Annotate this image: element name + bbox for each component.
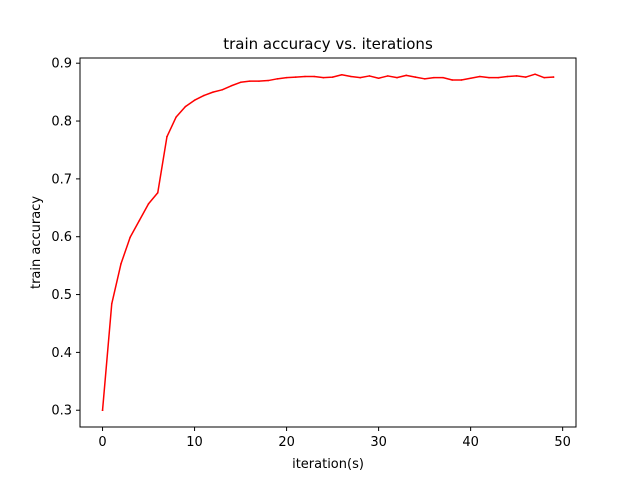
data-point: [202, 94, 205, 97]
data-point: [267, 79, 269, 82]
data-point: [525, 76, 527, 78]
data-point: [506, 75, 509, 78]
data-point: [212, 91, 214, 93]
y-tick-label: 0.5: [51, 288, 72, 303]
data-point: [451, 79, 454, 81]
x-tick-label: 20: [278, 435, 295, 450]
y-tick-label: 0.9: [51, 57, 72, 72]
data-point: [405, 74, 408, 77]
data-point: [193, 99, 196, 102]
data-point: [331, 76, 334, 78]
data-point: [423, 78, 426, 80]
data-point: [433, 76, 435, 79]
data-point: [184, 105, 187, 108]
data-point: [543, 76, 546, 79]
data-point: [414, 76, 417, 78]
data-point: [285, 76, 288, 79]
axes-layer: 0 10 20 30 40 50 0.3 0.4 0.5 0.6 0.7 0.8 0.9: [51, 57, 577, 450]
y-axis-label: train accuracy: [29, 196, 44, 289]
x-tick-label: 30: [370, 435, 387, 450]
data-point: [166, 135, 168, 138]
data-point: [156, 191, 159, 194]
data-point: [387, 75, 389, 77]
data-point: [552, 76, 555, 78]
x-tick-label: 0: [98, 435, 106, 450]
chart-title: train accuracy vs. iterations: [223, 35, 433, 53]
series-line: [101, 73, 555, 412]
data-point: [248, 80, 251, 82]
data-point: [221, 89, 223, 91]
y-tick-label: 0.8: [51, 115, 72, 130]
data-point: [304, 75, 306, 78]
y-tick-label: 0.6: [51, 230, 72, 245]
series-layer: [101, 73, 555, 412]
data-point: [138, 219, 141, 222]
data-point: [294, 76, 297, 78]
data-point: [313, 75, 316, 78]
data-point: [368, 75, 371, 77]
data-point: [460, 79, 463, 81]
data-point: [230, 84, 233, 87]
data-point: [147, 202, 150, 205]
data-point: [396, 76, 398, 79]
data-point: [322, 76, 325, 79]
x-tick-label: 10: [186, 435, 203, 450]
plot-area: [80, 58, 576, 427]
y-tick-label: 0.4: [51, 346, 72, 361]
data-point: [442, 76, 444, 79]
data-point: [175, 116, 177, 118]
data-point: [497, 76, 500, 79]
data-point: [488, 76, 490, 79]
y-tick-label: 0.3: [51, 404, 72, 419]
data-point: [258, 80, 260, 82]
x-tick-label: 50: [554, 435, 571, 450]
data-point: [377, 77, 380, 80]
data-point: [515, 75, 518, 77]
data-point: [341, 73, 343, 76]
data-point: [479, 75, 481, 78]
data-point: [534, 73, 536, 75]
data-point: [276, 78, 279, 80]
data-point: [359, 76, 362, 79]
data-point: [239, 81, 242, 84]
data-point: [469, 77, 472, 80]
data-point: [350, 75, 352, 78]
data-point: [101, 409, 104, 412]
y-tick-label: 0.7: [51, 172, 72, 187]
data-point: [129, 236, 131, 239]
x-axis-label: iteration(s): [292, 457, 364, 472]
axes-frame: [79, 57, 577, 428]
x-tick-label: 40: [462, 435, 479, 450]
data-point: [110, 303, 113, 305]
data-point: [120, 263, 122, 265]
